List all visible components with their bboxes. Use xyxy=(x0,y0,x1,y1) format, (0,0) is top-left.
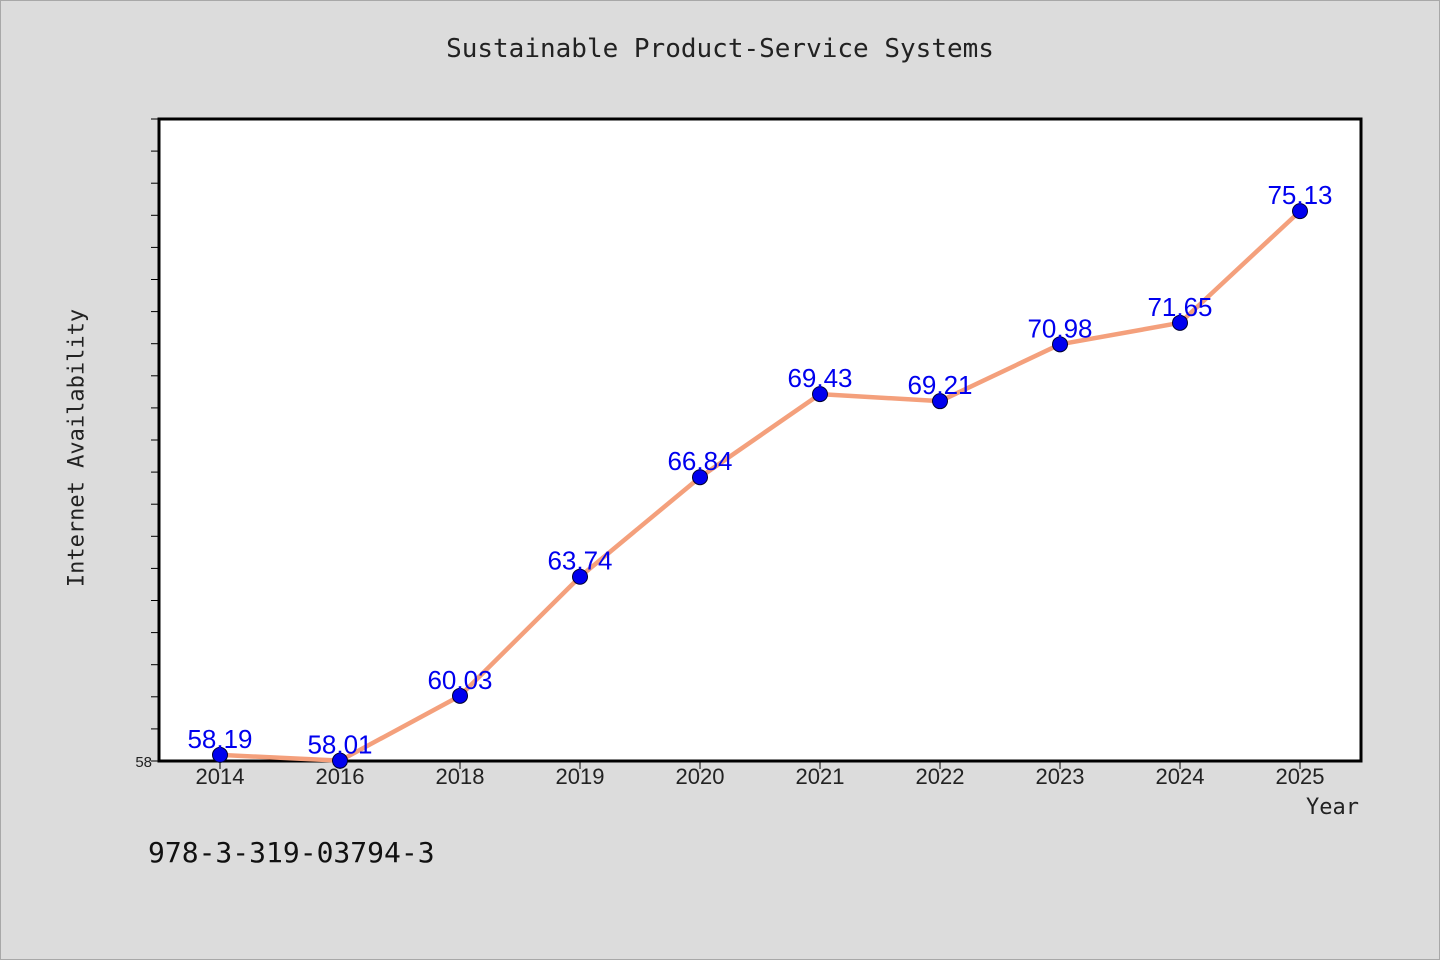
data-label: 58.19 xyxy=(187,724,252,754)
data-point xyxy=(332,752,348,769)
data-point xyxy=(812,386,828,403)
data-label: 58.01 xyxy=(307,730,372,760)
x-axis-label: Year xyxy=(1306,795,1359,820)
x-tick-label: 2019 xyxy=(556,764,605,789)
data-label: 70.98 xyxy=(1027,313,1092,343)
x-tick-label: 2018 xyxy=(436,764,485,789)
x-tick-label: 2021 xyxy=(796,764,845,789)
data-point xyxy=(572,568,588,585)
y-tick-label: 58 xyxy=(135,754,152,771)
data-label-group: 58.19 58.01 60.03 63.74 66.84 69.43 69.21 70.98… xyxy=(187,180,1332,760)
data-label: 66.84 xyxy=(667,446,732,476)
data-label: 63.74 xyxy=(547,546,612,576)
x-axis-ticks: 2014 2016 2018 2019 2020 2021 2022 2023 2024 2025 xyxy=(196,761,1325,789)
data-label: 60.03 xyxy=(427,665,492,695)
data-label: 69.43 xyxy=(787,363,852,393)
series-line xyxy=(217,208,1303,763)
x-tick-label: 2020 xyxy=(676,764,725,789)
data-label: 71.65 xyxy=(1147,292,1212,322)
data-point xyxy=(452,687,468,704)
data-point xyxy=(1052,336,1068,353)
x-tick-label: 2023 xyxy=(1036,764,1085,789)
data-point xyxy=(1172,314,1188,331)
isbn-footnote: 978-3-319-03794-3 xyxy=(148,836,435,869)
data-label: 75.13 xyxy=(1267,180,1332,210)
x-tick-label: 2025 xyxy=(1276,764,1325,789)
x-tick-label: 2022 xyxy=(916,764,965,789)
data-point xyxy=(212,746,228,763)
x-tick-label: 2014 xyxy=(196,764,245,789)
series-line-group xyxy=(217,208,1303,763)
marker-group xyxy=(212,203,1308,769)
plot-area xyxy=(157,117,1363,763)
data-point xyxy=(692,469,708,486)
data-point xyxy=(932,393,948,410)
chart-title: Sustainable Product-Service Systems xyxy=(446,34,994,64)
data-label: 69.21 xyxy=(907,370,972,400)
y-axis-ticks: 58 xyxy=(135,118,159,771)
data-point xyxy=(1292,203,1308,220)
x-tick-label: 2024 xyxy=(1156,764,1205,789)
